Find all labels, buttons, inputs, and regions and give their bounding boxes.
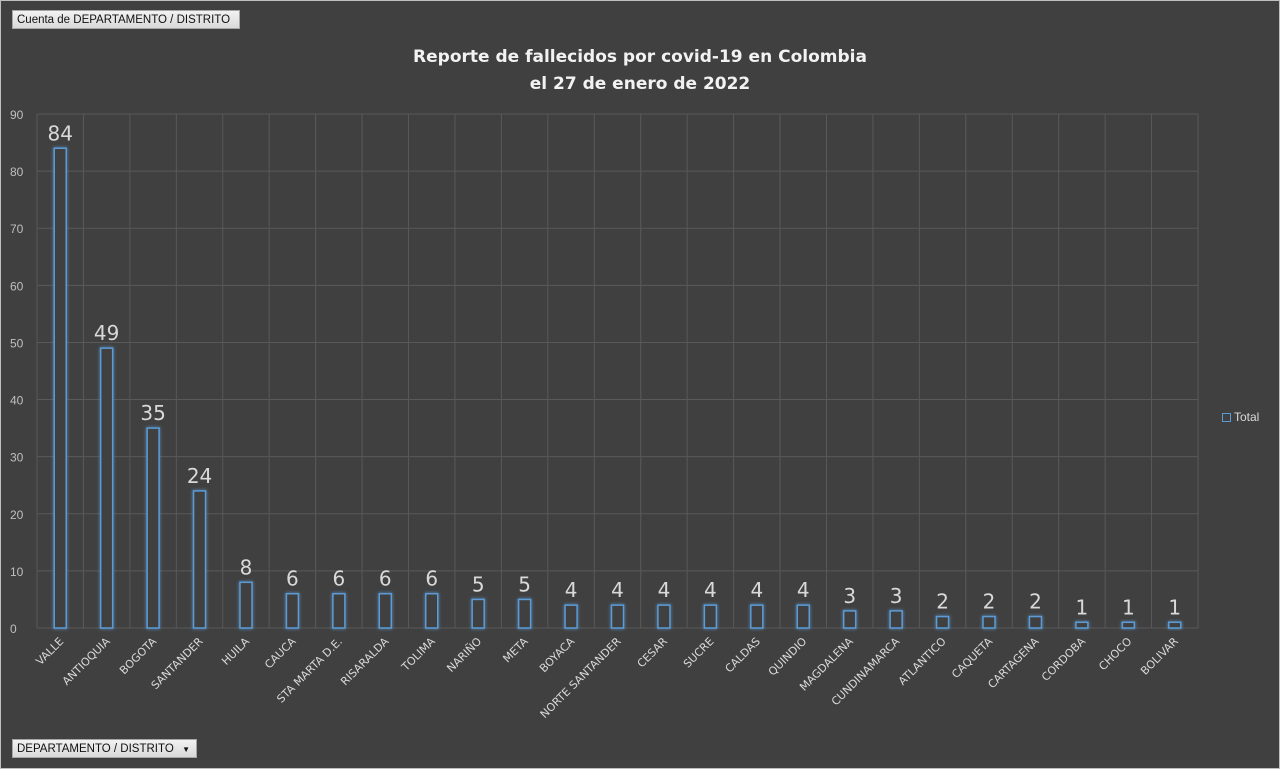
bar [610, 604, 625, 629]
bar [332, 592, 346, 629]
value-field-button[interactable]: Cuenta de DEPARTAMENTO / DISTRITO [12, 10, 240, 29]
y-tick-label: 60 [10, 279, 24, 293]
x-tick-label: ANTIOQUIA [60, 635, 113, 688]
x-tick-label: NARIÑO [444, 635, 484, 675]
y-tick-label: 80 [10, 165, 24, 179]
data-label: 4 [565, 578, 578, 602]
bar [1168, 621, 1182, 629]
x-tick-label: CAUCA [262, 635, 299, 672]
bar [239, 581, 253, 629]
legend[interactable]: Total [1222, 410, 1259, 424]
data-label: 84 [47, 121, 72, 145]
bar [889, 610, 903, 629]
x-tick-label: CORDOBA [1039, 635, 1088, 684]
title-line-1: Reporte de fallecidos por covid-19 en Co… [413, 47, 867, 67]
bar [99, 347, 114, 629]
x-tick-label: CALDAS [723, 635, 763, 675]
x-tick-label: HUILA [219, 635, 252, 668]
y-tick-label: 40 [10, 394, 24, 408]
bar [657, 604, 671, 629]
title-line-2: el 27 de enero de 2022 [529, 74, 751, 94]
legend-label: Total [1234, 410, 1260, 424]
bar [564, 604, 578, 629]
bar [1028, 615, 1043, 629]
y-tick-label: 0 [10, 622, 17, 636]
bar [796, 604, 811, 629]
bar [1121, 621, 1136, 629]
bar [1075, 621, 1089, 629]
y-tick-label: 10 [10, 565, 24, 579]
y-tick-label: 70 [10, 222, 24, 236]
x-tick-label: TOLIMA [398, 635, 438, 675]
x-tick-label: ATLANTICO [896, 635, 949, 688]
data-label: 5 [518, 572, 531, 596]
legend-swatch [1222, 412, 1231, 422]
y-tick-label: 50 [10, 336, 24, 350]
data-label: 6 [286, 567, 299, 591]
x-tick-label: BOLIVAR [1138, 635, 1181, 678]
bar [471, 598, 485, 629]
bar [192, 490, 207, 629]
data-label: 1 [1122, 595, 1135, 619]
data-label: 3 [843, 584, 856, 608]
data-label: 6 [425, 567, 438, 591]
x-tick-label: CAQUETA [949, 635, 995, 681]
x-tick-label: CESAR [635, 635, 671, 671]
x-tick-label: VALLE [33, 635, 66, 668]
x-tick-label: NORTE SANTANDER [538, 635, 624, 721]
data-label: 4 [797, 578, 810, 602]
bar [982, 615, 996, 629]
data-label: 6 [379, 567, 392, 591]
data-label: 1 [1076, 595, 1089, 619]
chart-title: Reporte de fallecidos por covid-19 en Co… [340, 44, 940, 98]
data-label: 35 [140, 401, 165, 425]
bar [750, 604, 764, 629]
data-label: 49 [94, 321, 119, 345]
x-tick-label: RISARALDA [338, 635, 392, 689]
y-tick-label: 90 [10, 108, 24, 122]
bar [517, 598, 532, 629]
y-tick-label: 20 [10, 508, 24, 522]
x-tick-label: SUCRE [681, 635, 717, 671]
bar [935, 615, 950, 629]
bar [842, 610, 857, 629]
data-label: 8 [240, 555, 253, 579]
bar [378, 592, 393, 629]
bar [703, 604, 718, 629]
data-label: 2 [1029, 590, 1042, 614]
data-label: 3 [890, 584, 903, 608]
chevron-down-icon: ▼ [182, 745, 190, 754]
x-tick-label: BOYACA [537, 635, 578, 676]
bar [146, 427, 160, 629]
data-label: 2 [936, 590, 949, 614]
bar [285, 592, 300, 629]
data-label: 6 [332, 567, 345, 591]
x-tick-label: BOGOTA [117, 635, 159, 677]
data-label: 4 [658, 578, 671, 602]
y-tick-label: 30 [10, 451, 24, 465]
x-tick-label: CHOCO [1096, 635, 1134, 673]
data-label: 4 [750, 578, 763, 602]
bar [53, 147, 67, 629]
data-label: 24 [187, 464, 212, 488]
data-label: 4 [704, 578, 717, 602]
x-tick-label: QUINDIO [766, 635, 810, 679]
bar [424, 592, 439, 629]
axis-field-label: DEPARTAMENTO / DISTRITO [17, 743, 174, 755]
data-label: 1 [1168, 595, 1181, 619]
data-label: 4 [611, 578, 624, 602]
axis-field-dropdown[interactable]: DEPARTAMENTO / DISTRITO ▼ [12, 739, 197, 758]
data-label: 5 [472, 572, 485, 596]
x-tick-label: META [500, 635, 531, 666]
data-label: 2 [983, 590, 996, 614]
